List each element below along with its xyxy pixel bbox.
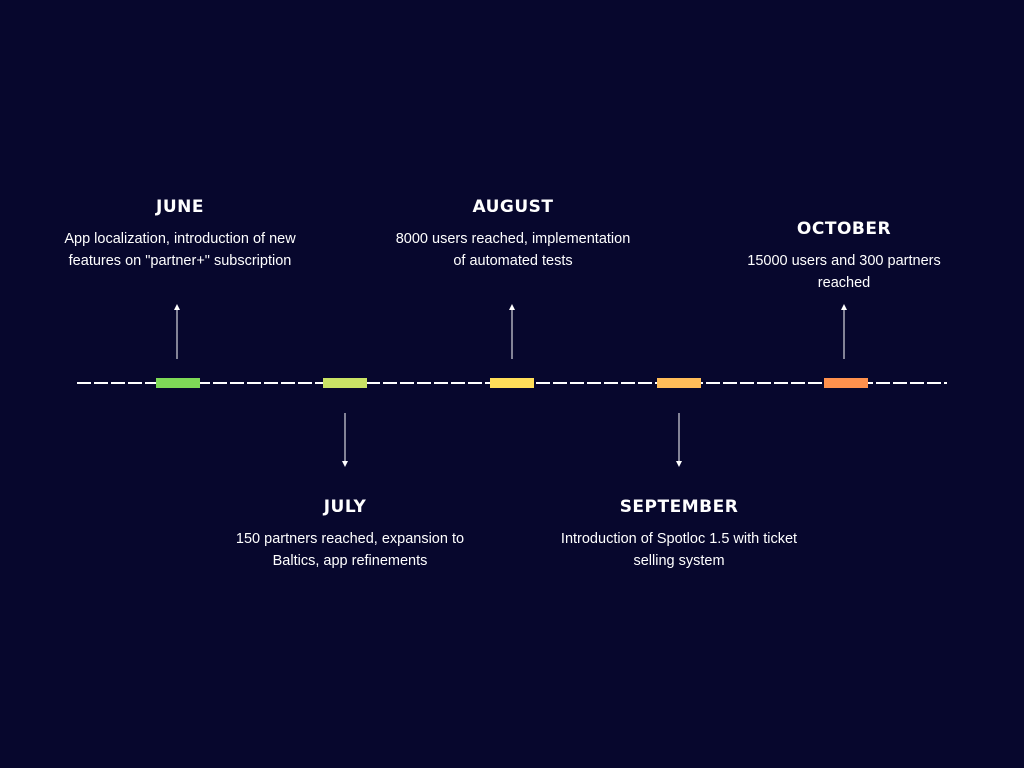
june-description: App localization, introduction of new fe… — [64, 231, 296, 269]
september-description: Introduction of Spotloc 1.5 with ticket … — [560, 531, 798, 569]
june-marker — [156, 378, 200, 388]
october-title: OCTOBER — [796, 219, 892, 239]
september-title: SEPTEMBER — [619, 497, 739, 517]
august-description: 8000 users reached, implementation of au… — [395, 231, 631, 269]
july-title: JULY — [323, 497, 367, 517]
august-title: AUGUST — [472, 197, 554, 217]
september-marker — [657, 378, 701, 388]
october-description: 15000 users and 300 partners reached — [747, 253, 941, 291]
october-marker — [824, 378, 868, 388]
july-marker — [323, 378, 367, 388]
july-description: 150 partners reached, expansion to Balti… — [235, 531, 465, 569]
august-marker — [490, 378, 534, 388]
june-title: JUNE — [156, 197, 204, 217]
